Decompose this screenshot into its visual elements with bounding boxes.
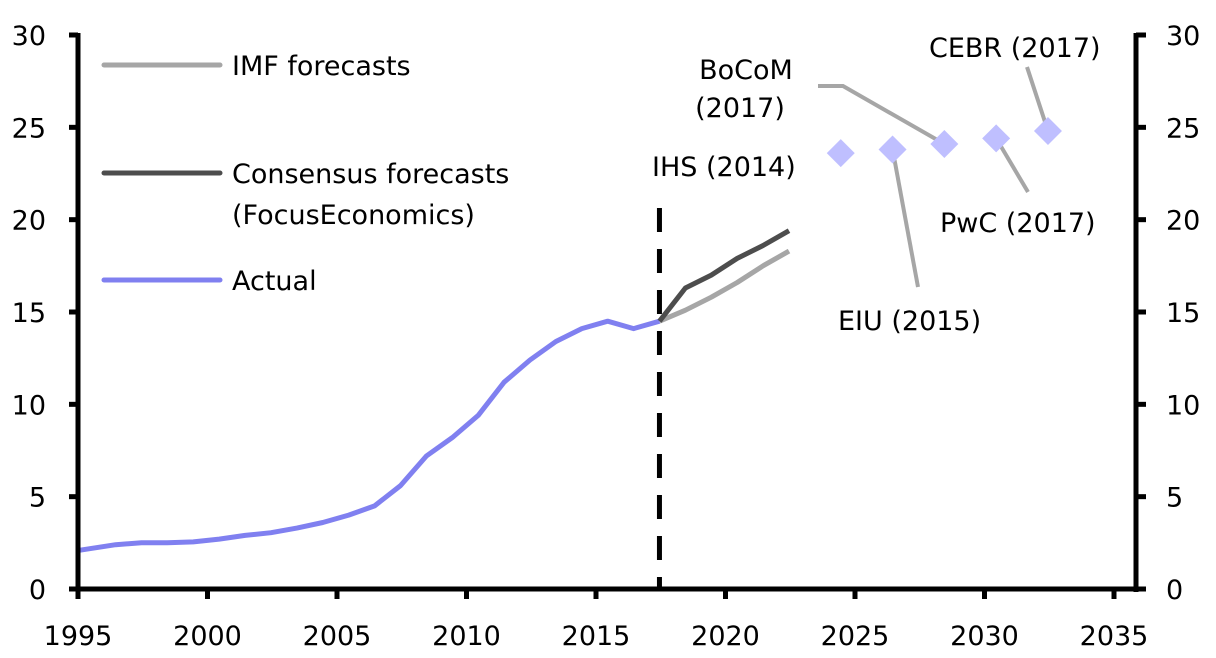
series-line-imf	[658, 248, 791, 324]
annotation-pwc: PwC (2017)	[940, 208, 1096, 239]
leader-line-cebr	[1025, 66, 1050, 132]
series-layer	[79, 228, 791, 553]
diamond-marker-pwc	[982, 124, 1011, 153]
leader-line-pwc	[994, 137, 1030, 194]
legend-label-consensus: Consensus forecasts	[232, 159, 509, 190]
y-axis-right-ticks: 0 5 10 15 20 25 30	[1136, 21, 1200, 606]
y-right-tick-label: 30	[1166, 21, 1200, 52]
x-tick-label: 2030	[950, 621, 1019, 652]
y-left-tick-label: 10	[12, 390, 46, 421]
diamond-marker-ihs	[826, 139, 855, 168]
annotation-ihs: IHS (2014)	[652, 152, 796, 183]
x-tick-label: 2035	[1080, 621, 1149, 652]
diamond-marker-bocom	[930, 129, 959, 158]
y-left-tick-label: 5	[29, 483, 46, 514]
y-right-tick-label: 5	[1166, 483, 1183, 514]
annotation-cebr: CEBR (2017)	[929, 33, 1101, 64]
legend-label-actual: Actual	[232, 266, 317, 297]
annotation-eiu: EIU (2015)	[838, 306, 981, 337]
annotations: IHS (2014) EIU (2015) BoCoM (2017) PwC (…	[652, 33, 1101, 337]
x-tick-label: 2015	[562, 621, 631, 652]
leader-line-eiu	[890, 149, 920, 288]
legend: IMF forecasts Consensus forecasts (Focus…	[101, 51, 509, 297]
legend-label-consensus-source: (FocusEconomics)	[232, 200, 475, 231]
annotation-leaders	[818, 66, 1050, 288]
legend-label-imf: IMF forecasts	[232, 51, 411, 82]
x-tick-label: 1995	[44, 621, 113, 652]
y-right-tick-label: 15	[1166, 298, 1200, 329]
leader-line-bocom	[818, 84, 946, 146]
y-left-tick-label: 30	[12, 21, 46, 52]
diamond-marker-cebr	[1033, 117, 1062, 146]
y-left-tick-label: 20	[12, 206, 46, 237]
point-forecast-markers	[826, 117, 1062, 168]
x-tick-label: 2020	[691, 621, 760, 652]
annotation-bocom-year: (2017)	[695, 93, 785, 124]
y-axis-left-ticks: 0 5 10 15 20 25 30	[12, 21, 78, 606]
series-line-consensus	[657, 228, 791, 323]
x-tick-label: 2010	[432, 621, 501, 652]
diamond-marker-eiu	[878, 135, 907, 164]
y-right-tick-label: 10	[1166, 390, 1200, 421]
y-right-tick-label: 20	[1166, 206, 1200, 237]
y-left-tick-label: 25	[12, 113, 46, 144]
x-tick-label: 2025	[821, 621, 890, 652]
y-left-tick-label: 0	[29, 575, 46, 606]
y-left-tick-label: 15	[12, 298, 46, 329]
x-axis-ticks: 1995 2000 2005 2010 2015 2020 2025 2030 2035	[44, 589, 1149, 652]
series-line-actual	[79, 318, 661, 553]
x-tick-label: 2000	[173, 621, 242, 652]
y-right-tick-label: 25	[1166, 113, 1200, 144]
y-right-tick-label: 0	[1166, 575, 1183, 606]
annotation-bocom: BoCoM	[699, 55, 793, 86]
axes	[69, 33, 1146, 592]
x-tick-label: 2005	[303, 621, 372, 652]
